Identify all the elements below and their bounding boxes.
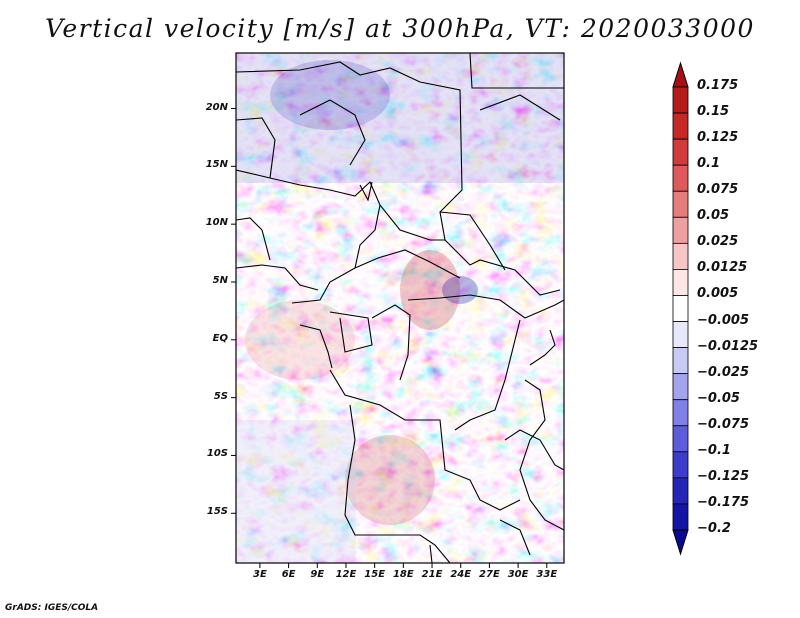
country-borders — [236, 53, 564, 563]
colorbar-box — [672, 321, 689, 348]
colorbar-label: −0.005 — [697, 312, 750, 328]
colorbar-label: 0.0125 — [697, 260, 748, 276]
colorbar-box — [672, 216, 689, 244]
lat-label: 20N — [205, 101, 228, 113]
lon-label: 15E — [364, 569, 386, 580]
colorbar-label: −0.175 — [697, 494, 750, 510]
colorbar-label: 0.175 — [697, 78, 739, 93]
colorbar-box — [672, 347, 689, 375]
colorbar-box — [672, 138, 689, 166]
colorbar-label: −0.025 — [697, 364, 750, 380]
colorbar-box — [672, 477, 689, 505]
colorbar-box — [672, 399, 689, 427]
colorbar-box — [672, 295, 689, 322]
lon-label: 24E — [450, 569, 472, 580]
colorbar-label: −0.2 — [697, 521, 731, 536]
colorbar-label: 0.025 — [697, 234, 739, 250]
colorbar-max-arrow — [672, 61, 689, 88]
colorbar-label: 0.125 — [697, 130, 739, 146]
colorbar-label: −0.125 — [697, 468, 750, 484]
colorbar-label: 0.075 — [697, 182, 739, 198]
lon-label: 3E — [253, 569, 267, 580]
lat-label: 5N — [212, 274, 228, 286]
lat-label: 10S — [206, 448, 228, 460]
lat-label: EQ — [212, 332, 228, 344]
colorbar-box — [672, 269, 689, 296]
lat-label: 15N — [205, 159, 228, 171]
colorbar-label: −0.0125 — [697, 338, 759, 354]
colorbar-label: −0.05 — [697, 390, 740, 406]
colorbar-box — [672, 425, 689, 453]
plot-title: Vertical velocity [m/s] at 300hPa, VT: 2… — [45, 14, 755, 43]
colorbar-label: 0.15 — [697, 104, 730, 120]
colorbar-label: −0.075 — [697, 416, 750, 432]
lon-label: 30E — [507, 569, 529, 580]
lon-label: 18E — [392, 569, 414, 580]
colorbar-box — [672, 86, 689, 114]
colorbar-box — [672, 164, 689, 192]
colorbar-box — [672, 503, 689, 531]
colorbar — [672, 61, 689, 556]
lon-label: 33E — [536, 569, 558, 580]
colorbar-box — [672, 451, 689, 479]
colorbar-label: −0.1 — [697, 442, 731, 458]
plot-frame — [235, 52, 565, 564]
lon-label: 12E — [335, 569, 357, 580]
grads-credit: GrADS: IGES/COLA — [5, 603, 99, 613]
axes — [231, 52, 565, 568]
lon-label: 6E — [281, 569, 296, 580]
colorbar-label: 0.05 — [697, 208, 730, 224]
colorbar-label: 0.005 — [697, 286, 739, 302]
colorbar-box — [672, 190, 689, 218]
lon-label: 27E — [479, 569, 500, 580]
lon-label: 21E — [421, 569, 443, 580]
lat-label: 5S — [213, 390, 228, 402]
colorbar-box — [672, 242, 689, 270]
colorbar-label: 0.1 — [697, 156, 721, 172]
lat-label: 15S — [206, 506, 228, 518]
colorbar-min-arrow — [672, 529, 689, 556]
colorbar-box — [672, 112, 689, 140]
lat-label: 10N — [205, 217, 228, 229]
colorbar-box — [672, 373, 689, 401]
lon-label: 9E — [310, 569, 325, 580]
